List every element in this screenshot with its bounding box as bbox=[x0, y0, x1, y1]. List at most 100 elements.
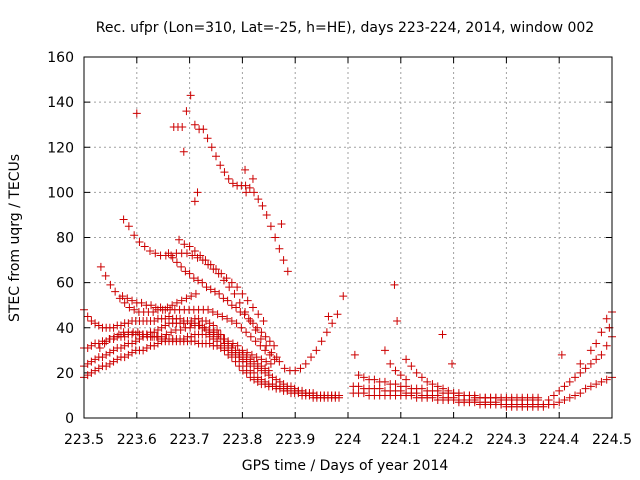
data-point bbox=[581, 384, 590, 393]
data-point bbox=[233, 341, 242, 350]
data-point bbox=[207, 143, 216, 152]
data-point bbox=[247, 350, 256, 359]
data-point bbox=[206, 260, 215, 269]
data-point bbox=[242, 188, 251, 197]
data-point bbox=[241, 307, 250, 316]
x-tick-label: 224.4 bbox=[539, 432, 579, 448]
data-point bbox=[158, 305, 167, 314]
x-tick-labels: 223.5 223.6 223.7 223.8 223.9 224 224.1 224.2 22… bbox=[64, 432, 632, 448]
data-point bbox=[219, 294, 228, 303]
data-point bbox=[370, 375, 379, 384]
data-point bbox=[195, 321, 204, 330]
data-point bbox=[261, 346, 270, 355]
data-point bbox=[243, 296, 252, 305]
data-point bbox=[248, 174, 257, 183]
data-point bbox=[202, 283, 211, 292]
data-point bbox=[259, 316, 268, 325]
data-point bbox=[258, 201, 267, 210]
x-tick-label: 224.3 bbox=[486, 432, 526, 448]
data-point bbox=[178, 122, 187, 131]
data-point bbox=[262, 357, 271, 366]
data-point bbox=[324, 312, 333, 321]
x-tick-label: 224.5 bbox=[592, 432, 632, 448]
data-point bbox=[350, 350, 359, 359]
data-point bbox=[339, 292, 348, 301]
data-point bbox=[242, 328, 251, 337]
data-point bbox=[163, 303, 172, 312]
data-point bbox=[180, 240, 189, 249]
data-point bbox=[210, 287, 219, 296]
data-point bbox=[280, 364, 289, 373]
data-point bbox=[216, 161, 225, 170]
data-point bbox=[251, 326, 260, 335]
data-point bbox=[151, 249, 160, 258]
data-point bbox=[172, 298, 181, 307]
data-point bbox=[396, 371, 405, 380]
y-tick-label: 160 bbox=[47, 50, 74, 66]
y-tick-label: 60 bbox=[56, 276, 74, 292]
data-point bbox=[212, 265, 220, 274]
data-point bbox=[167, 251, 176, 260]
data-point bbox=[176, 326, 185, 335]
data-point bbox=[105, 335, 114, 344]
data-point bbox=[565, 393, 574, 402]
data-point bbox=[225, 283, 234, 292]
data-point bbox=[140, 242, 149, 251]
data-point bbox=[252, 353, 261, 362]
data-point bbox=[213, 310, 222, 319]
data-point bbox=[189, 274, 198, 283]
y-tick-label: 0 bbox=[65, 411, 74, 427]
data-point bbox=[402, 375, 411, 384]
data-point bbox=[157, 332, 166, 341]
data-point bbox=[172, 258, 181, 267]
data-point bbox=[439, 384, 448, 393]
data-point bbox=[235, 362, 244, 371]
data-point bbox=[238, 289, 247, 298]
data-point bbox=[209, 321, 218, 330]
data-point bbox=[177, 262, 186, 271]
data-point bbox=[261, 332, 270, 341]
data-point bbox=[354, 382, 363, 391]
data-point bbox=[262, 210, 271, 219]
data-point bbox=[301, 359, 310, 368]
data-point bbox=[380, 346, 389, 355]
data-point bbox=[185, 242, 194, 251]
data-point bbox=[386, 359, 395, 368]
data-point bbox=[246, 316, 255, 325]
data-point bbox=[214, 330, 223, 339]
data-point bbox=[198, 278, 207, 287]
data-point bbox=[275, 357, 284, 366]
data-point bbox=[83, 312, 92, 321]
data-point bbox=[576, 359, 585, 368]
x-tick-label: 223.6 bbox=[117, 432, 157, 448]
data-point bbox=[555, 398, 564, 407]
data-point bbox=[181, 267, 190, 276]
data-point bbox=[586, 346, 595, 355]
data-point bbox=[317, 337, 326, 346]
data-point bbox=[380, 377, 389, 386]
data-point bbox=[168, 301, 177, 310]
data-point bbox=[407, 362, 416, 371]
data-point bbox=[235, 298, 244, 307]
data-point bbox=[296, 364, 305, 373]
data-point bbox=[602, 341, 611, 350]
data-point bbox=[266, 222, 275, 231]
data-point bbox=[218, 312, 227, 321]
plot-frame bbox=[83, 56, 613, 419]
data-point bbox=[560, 395, 569, 404]
x-tick-label: 224.1 bbox=[381, 432, 421, 448]
data-point bbox=[106, 280, 115, 289]
data-point bbox=[391, 380, 400, 389]
y-tick-labels: 0 20 40 60 80 100 120 140 160 bbox=[47, 50, 74, 427]
data-point bbox=[123, 294, 132, 303]
data-point bbox=[132, 109, 141, 118]
data-point bbox=[193, 188, 202, 197]
y-tick-label: 100 bbox=[47, 185, 74, 201]
data-point bbox=[257, 328, 266, 337]
data-point bbox=[438, 330, 447, 339]
data-point bbox=[448, 359, 457, 368]
data-point bbox=[454, 389, 463, 398]
data-point bbox=[233, 283, 242, 292]
y-tick-label: 80 bbox=[56, 231, 74, 247]
